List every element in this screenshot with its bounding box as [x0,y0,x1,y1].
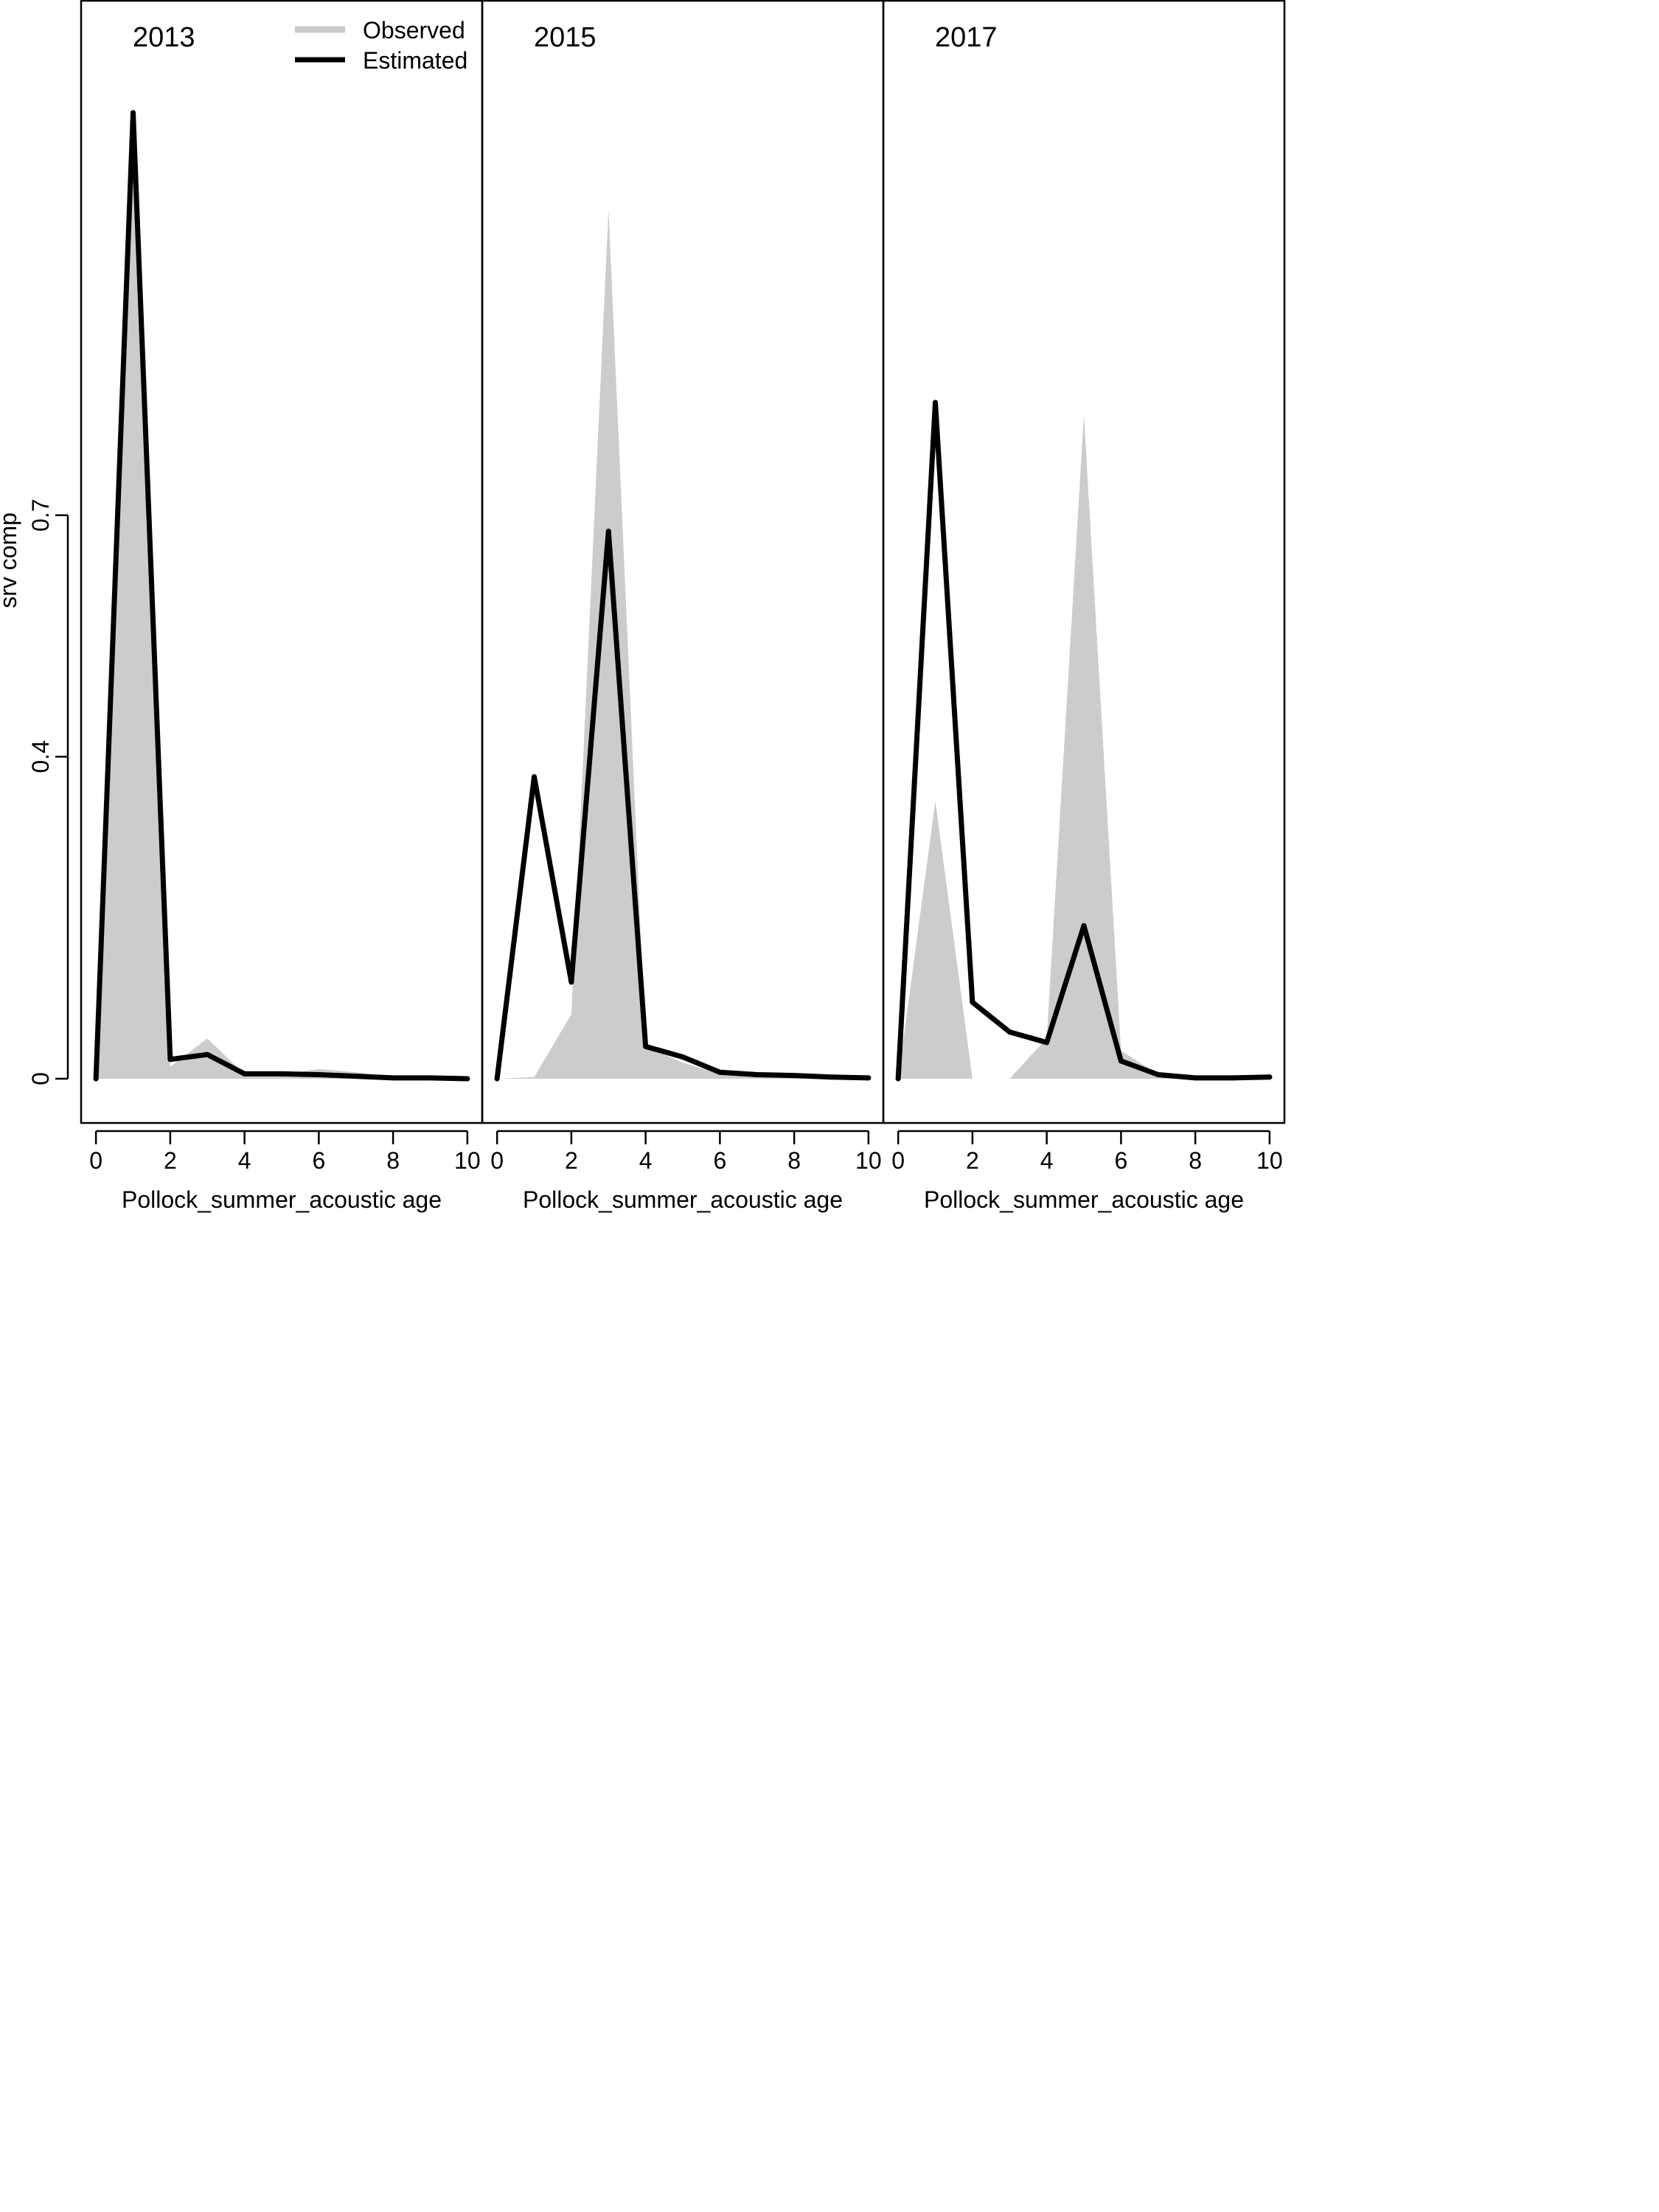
estimated-point-2017-age-9 [1229,1075,1235,1081]
estimated-point-2013-age-10 [465,1076,470,1082]
x-tick-label-2015-10: 10 [855,1147,882,1174]
estimated-point-2013-age-8 [390,1075,396,1081]
estimated-point-2015-age-9 [828,1074,834,1080]
panel-2015: 0 2 4 6 8 10 Pollock_summer_acoustic age 2015 [481,0,885,1213]
x-tick-label-2015-0: 0 [490,1147,504,1174]
panel-2013: 0 2 4 6 8 10 Pollock_summer_acoustic age 2013 0 0… [27,0,484,1213]
estimated-point-2017-age-2 [970,999,975,1005]
estimated-point-2015-age-5 [680,1054,686,1060]
legend: Observed Estimated [295,17,467,74]
estimated-point-2013-age-9 [427,1075,433,1081]
estimated-point-2017-age-8 [1192,1075,1198,1081]
observed-area-2015 [497,209,869,1079]
estimated-point-2017-age-6 [1118,1058,1124,1064]
x-tick-label-2017-4: 4 [1040,1147,1054,1174]
panel-title-2013: 2013 [133,22,195,53]
estimated-point-2013-age-2 [167,1057,173,1062]
y-tick-label-0: 0 [27,1072,54,1085]
estimated-point-2015-age-8 [791,1073,797,1079]
estimated-point-2017-age-10 [1267,1074,1273,1080]
y-axis-label: srv comp [0,512,21,608]
estimated-point-2017-age-4 [1044,1040,1050,1046]
x-tick-label-2017-0: 0 [891,1147,905,1174]
estimated-point-2017-age-1 [933,400,939,406]
estimated-point-2013-age-7 [353,1074,359,1079]
x-tick-label-2015-2: 2 [565,1147,578,1174]
x-tick-label-2017-6: 6 [1114,1147,1127,1174]
x-tick-label-2013-2: 2 [164,1147,177,1174]
estimated-point-2017-age-7 [1155,1071,1161,1077]
estimated-point-2013-age-5 [279,1071,285,1077]
x-tick-label-2013-6: 6 [312,1147,325,1174]
panel-2017: 0 2 4 6 8 10 Pollock_summer_acoustic age 2017 [882,0,1286,1213]
y-tick-label-0.7: 0.7 [27,498,54,531]
x-tick-label-2017-10: 10 [1256,1147,1283,1174]
x-tick-label-2015-4: 4 [639,1147,653,1174]
estimated-point-2013-age-6 [316,1071,321,1077]
panel-title-2017: 2017 [935,22,998,53]
estimated-point-2015-age-6 [717,1069,723,1075]
estimated-point-2013-age-1 [131,110,136,116]
x-axis-label-2017: Pollock_summer_acoustic age [924,1186,1244,1213]
observed-area-2017 [898,414,1270,1079]
estimated-point-2013-age-0 [93,1076,99,1082]
observed-area-2013 [96,112,467,1079]
estimated-point-2013-age-3 [204,1051,210,1057]
x-tick-label-2015-6: 6 [713,1147,726,1174]
x-tick-label-2013-4: 4 [238,1147,251,1174]
panel-title-2015: 2015 [534,22,597,53]
x-tick-label-2013-10: 10 [454,1147,481,1174]
x-tick-label-2013-8: 8 [386,1147,400,1174]
panel-frame-2017 [882,0,1286,1124]
estimated-point-2015-age-1 [532,774,538,780]
estimated-point-2015-age-4 [643,1043,649,1049]
y-tick-label-0.4: 0.4 [27,740,54,773]
estimated-point-2015-age-10 [866,1075,872,1081]
estimated-point-2017-age-5 [1081,923,1087,929]
estimated-point-2015-age-3 [605,529,611,535]
estimated-point-2015-age-0 [494,1076,500,1082]
x-axis-label-2015: Pollock_summer_acoustic age [523,1186,843,1213]
x-tick-label-2017-8: 8 [1189,1147,1202,1174]
estimated-point-2017-age-0 [895,1076,901,1082]
legend-estimated-label: Estimated [363,47,467,74]
estimated-point-2015-age-2 [568,979,574,985]
estimated-point-2013-age-4 [242,1071,248,1077]
estimated-point-2015-age-7 [754,1071,760,1077]
x-tick-label-2013-0: 0 [89,1147,102,1174]
x-tick-label-2017-2: 2 [966,1147,979,1174]
x-axis-label-2013: Pollock_summer_acoustic age [122,1186,442,1213]
legend-observed-label: Observed [363,17,465,44]
estimated-point-2017-age-3 [1006,1029,1012,1035]
x-tick-label-2015-8: 8 [787,1147,801,1174]
